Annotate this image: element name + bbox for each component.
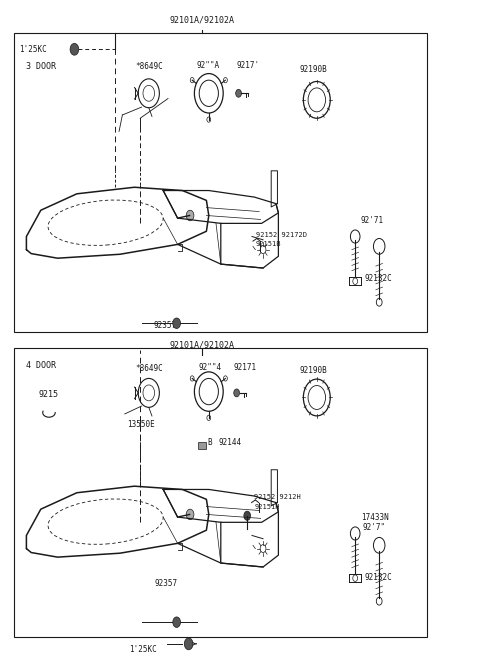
Text: 3 DOOR: 3 DOOR	[26, 62, 57, 71]
Text: 92190B: 92190B	[299, 64, 327, 74]
Text: 1'25KC: 1'25KC	[19, 45, 47, 54]
Text: 92""4: 92""4	[198, 363, 221, 372]
Circle shape	[260, 246, 266, 254]
Text: 92151B: 92151B	[256, 241, 281, 248]
Text: 92'7": 92'7"	[362, 523, 385, 532]
Circle shape	[260, 545, 266, 553]
Text: 9217': 9217'	[236, 60, 259, 70]
Text: B: B	[208, 438, 213, 447]
Text: 92171: 92171	[234, 363, 257, 372]
Circle shape	[70, 43, 79, 55]
Bar	[14, 33, 427, 332]
Circle shape	[186, 210, 194, 221]
Circle shape	[244, 511, 251, 520]
Text: 1'25KC: 1'25KC	[130, 645, 157, 654]
Text: 92357: 92357	[154, 321, 177, 330]
Text: 92101A/92102A: 92101A/92102A	[169, 340, 234, 350]
Circle shape	[234, 389, 240, 397]
Text: 92101A/92102A: 92101A/92102A	[169, 15, 234, 24]
Text: 92""A: 92""A	[197, 60, 220, 70]
Text: 92132C: 92132C	[365, 573, 393, 582]
Circle shape	[186, 509, 194, 520]
Bar	[198, 442, 206, 449]
Circle shape	[173, 318, 180, 328]
Text: 92151H: 92151H	[254, 504, 280, 510]
Text: *8649C: *8649C	[136, 62, 164, 71]
Text: 13550E: 13550E	[127, 420, 155, 429]
Text: 92152 92172D: 92152 92172D	[256, 231, 307, 238]
Text: 92144: 92144	[218, 438, 241, 447]
Text: 17433N: 17433N	[361, 513, 389, 522]
Circle shape	[173, 617, 180, 627]
Text: *8649C: *8649C	[136, 364, 164, 373]
Text: 4 DOOR: 4 DOOR	[26, 361, 57, 370]
Text: 92190B: 92190B	[299, 366, 327, 375]
Text: 92357: 92357	[155, 579, 178, 588]
Text: 92152 9212H: 92152 9212H	[254, 494, 301, 501]
Text: 92'71: 92'71	[361, 216, 384, 225]
Text: 92132C: 92132C	[365, 273, 393, 283]
Bar	[14, 348, 427, 637]
Text: 9215: 9215	[38, 390, 59, 399]
Circle shape	[236, 89, 241, 97]
Circle shape	[184, 638, 193, 650]
